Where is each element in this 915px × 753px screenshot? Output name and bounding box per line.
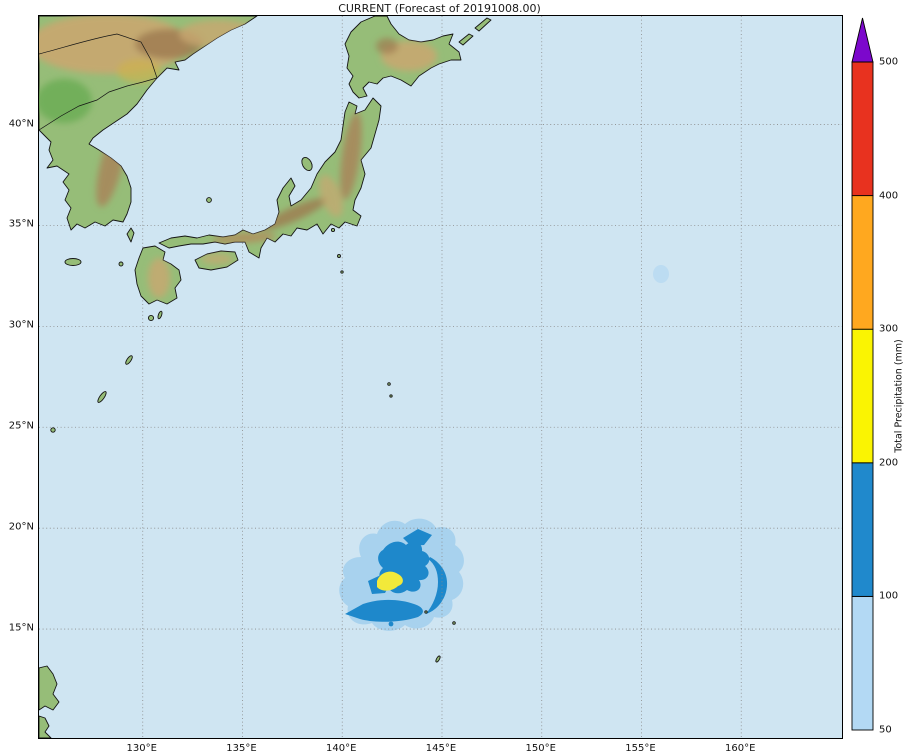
colorbar-axis-label: Total Precipitation (mm) bbox=[893, 339, 905, 453]
colorbar-segment-50-100 bbox=[851, 595, 874, 731]
island-miyako bbox=[50, 427, 56, 433]
colorbar-tick-label: 300 bbox=[879, 323, 899, 335]
island-yakushima bbox=[147, 314, 155, 322]
island-guam bbox=[435, 655, 441, 663]
island-okinawa bbox=[97, 391, 107, 403]
coastline-honshu bbox=[158, 97, 382, 259]
y-axis-tick-label: 35°N bbox=[8, 218, 34, 230]
y-axis-tick-label: 15°N bbox=[8, 622, 34, 634]
island-tsushima bbox=[126, 227, 135, 243]
coastline-philippines-lower bbox=[39, 715, 52, 738]
graticule bbox=[39, 16, 842, 738]
y-axis-tick-label: 40°N bbox=[8, 118, 34, 130]
colorbar-tick-label: 500 bbox=[879, 56, 899, 68]
land-layer bbox=[39, 16, 492, 738]
faint-precip-spot bbox=[653, 265, 669, 283]
island-iturup bbox=[474, 17, 492, 32]
x-axis-tick-label: 130°E bbox=[126, 743, 157, 753]
island-ogasawara-1 bbox=[387, 382, 391, 386]
island-jeju bbox=[64, 258, 82, 266]
x-axis-tick-label: 145°E bbox=[425, 743, 457, 753]
island-oki bbox=[206, 197, 212, 203]
coastline-philippines-upper bbox=[39, 665, 60, 711]
island-goto bbox=[118, 261, 124, 267]
colorbar-segment-100-200 bbox=[851, 462, 874, 597]
y-axis-tick-label: 30°N bbox=[8, 319, 34, 331]
precip-area-200mm bbox=[377, 571, 403, 591]
island-saipan bbox=[452, 621, 456, 625]
island-izu-3 bbox=[340, 270, 344, 274]
colorbar-segment-400-500 bbox=[851, 61, 874, 197]
x-axis-tick-label: 135°E bbox=[226, 743, 257, 753]
colorbar-segment-300-400 bbox=[851, 195, 874, 330]
map-title: CURRENT (Forecast of 20191008.00) bbox=[338, 2, 541, 15]
island-ogasawara-2 bbox=[389, 394, 393, 398]
island-kunashir bbox=[458, 33, 474, 46]
colorbar-tick-label: 200 bbox=[879, 457, 899, 469]
island-amami bbox=[125, 355, 133, 365]
island-sado bbox=[301, 157, 313, 171]
y-axis-tick-label: 20°N bbox=[8, 521, 34, 533]
colorbar-segment-200-300 bbox=[851, 328, 874, 464]
x-axis-tick-label: 155°E bbox=[625, 743, 656, 753]
island-speck-1 bbox=[424, 610, 428, 614]
x-axis-tick-label: 140°E bbox=[326, 743, 357, 753]
colorbar-tick-label: 50 bbox=[879, 724, 892, 736]
y-axis-tick-label: 25°N bbox=[8, 420, 34, 432]
colorbar-tick-label: 400 bbox=[879, 190, 899, 202]
colorbar-extend-arrow bbox=[851, 17, 874, 63]
island-izu-1 bbox=[330, 227, 336, 233]
country-borders bbox=[39, 33, 158, 131]
x-axis-tick-label: 160°E bbox=[725, 743, 756, 753]
colorbar-tick-label: 100 bbox=[879, 590, 899, 602]
island-izu-2 bbox=[337, 254, 341, 258]
map-plot bbox=[38, 15, 843, 739]
ocean bbox=[39, 16, 842, 738]
island-tanegashima bbox=[157, 310, 163, 320]
map-canvas bbox=[39, 16, 842, 738]
colorbar bbox=[851, 17, 874, 731]
x-axis-tick-label: 150°E bbox=[525, 743, 556, 753]
